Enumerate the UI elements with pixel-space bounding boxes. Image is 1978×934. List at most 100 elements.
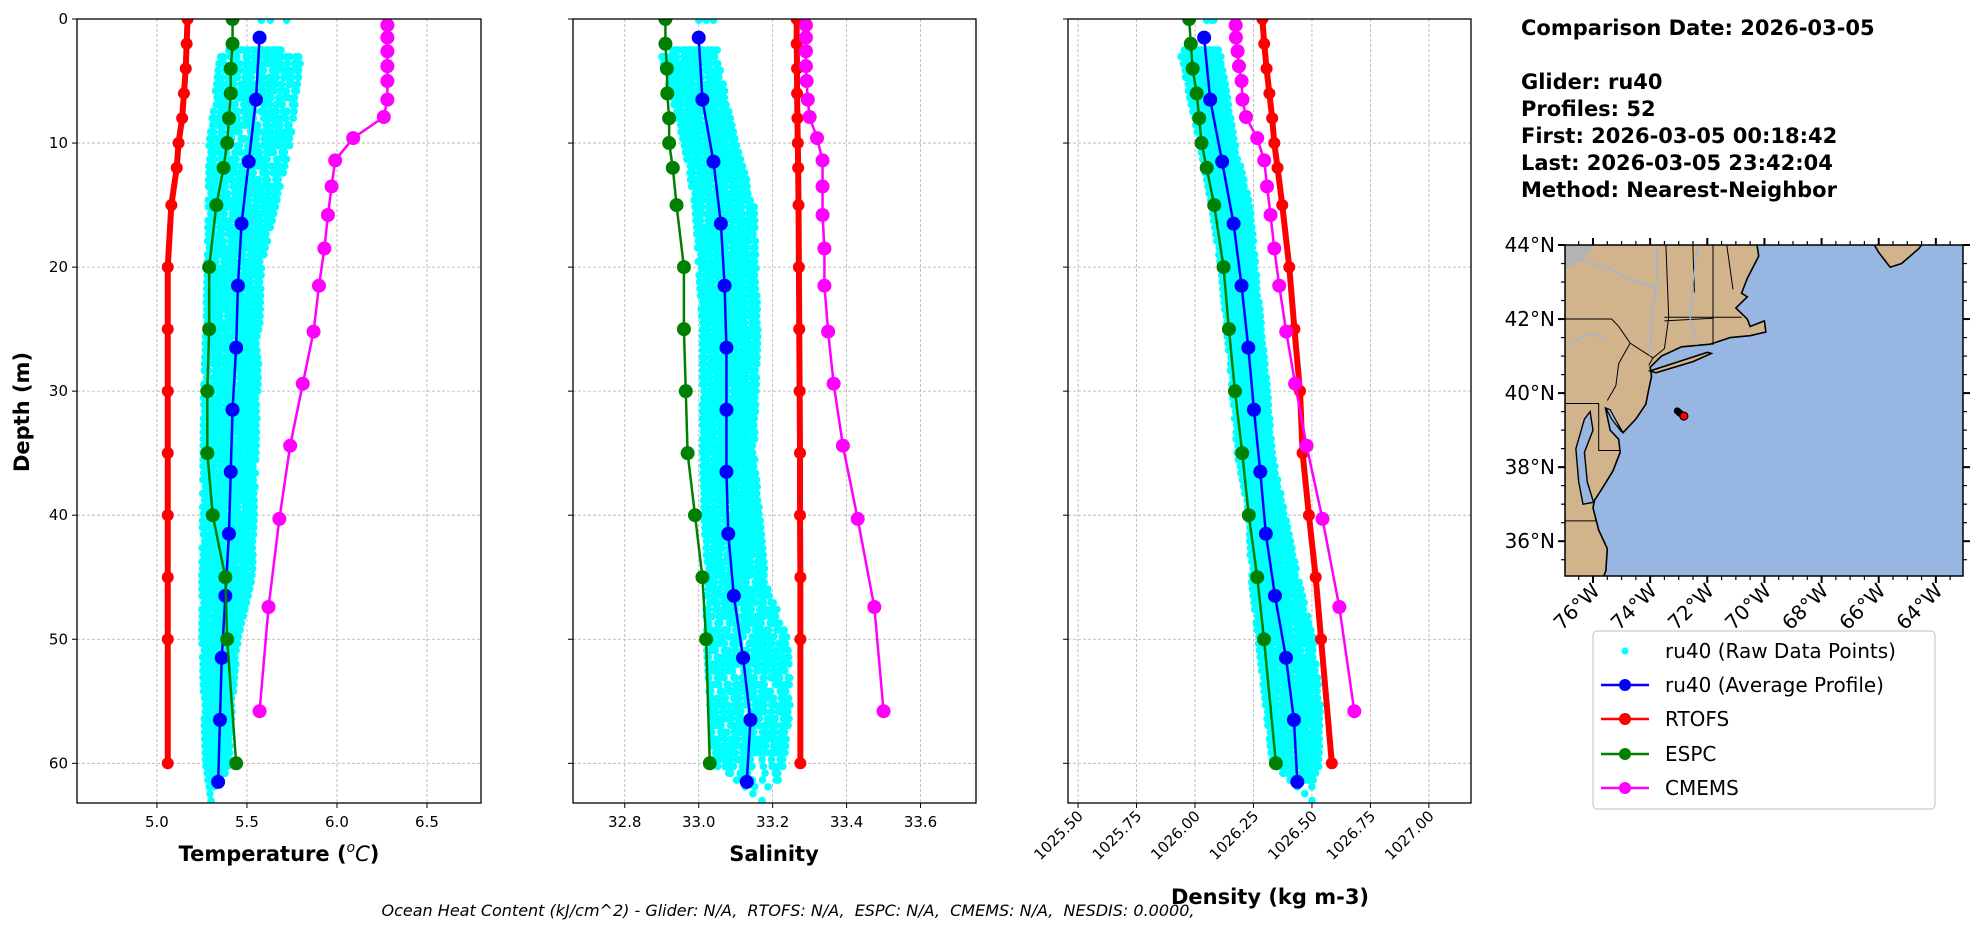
raw-point <box>204 223 212 232</box>
raw-point <box>253 366 262 375</box>
raw-point <box>269 169 278 177</box>
raw-point <box>237 87 246 95</box>
raw-point <box>257 59 266 68</box>
raw-point <box>248 169 257 177</box>
raw-point <box>290 59 299 68</box>
series-marker <box>225 19 240 26</box>
raw-point <box>715 585 724 593</box>
raw-point <box>711 503 719 511</box>
raw-point <box>263 175 272 184</box>
raw-point <box>755 735 764 743</box>
raw-point <box>256 298 265 307</box>
raw-point <box>248 46 256 54</box>
raw-point <box>759 762 768 771</box>
x-tick-label: 5.5 <box>235 813 259 831</box>
raw-point <box>232 592 241 600</box>
raw-point <box>241 121 250 129</box>
raw-point <box>231 53 240 61</box>
series-marker <box>376 110 391 124</box>
raw-point <box>243 53 252 61</box>
raw-point <box>738 673 746 682</box>
series-marker <box>223 61 238 76</box>
raw-point <box>740 735 748 743</box>
raw-point <box>696 114 704 123</box>
raw-point <box>217 128 225 136</box>
raw-point <box>703 544 711 552</box>
raw-point <box>706 598 715 607</box>
raw-point <box>248 571 256 580</box>
raw-point <box>261 230 270 239</box>
series-marker <box>295 376 310 391</box>
raw-point <box>250 312 259 320</box>
raw-point <box>715 721 723 730</box>
raw-point <box>246 107 255 116</box>
raw-point <box>225 305 233 314</box>
raw-point <box>219 216 227 225</box>
raw-point <box>704 373 713 382</box>
raw-point <box>740 762 748 771</box>
raw-point <box>243 530 251 539</box>
raw-point <box>242 598 251 607</box>
raw-point <box>708 305 717 314</box>
raw-point <box>731 564 740 573</box>
raw-point <box>217 435 226 443</box>
raw-point <box>227 203 236 211</box>
raw-point <box>737 387 745 395</box>
raw-point <box>256 291 265 300</box>
raw-point <box>200 523 209 532</box>
raw-point <box>248 462 257 471</box>
raw-point <box>209 578 218 586</box>
raw-point <box>233 141 241 150</box>
series-marker <box>214 650 229 665</box>
raw-point <box>268 182 277 191</box>
raw-point <box>707 175 715 184</box>
raw-point <box>206 789 214 798</box>
raw-point <box>273 196 281 204</box>
raw-point <box>719 687 727 696</box>
raw-point <box>250 503 259 511</box>
raw-point <box>730 421 739 430</box>
series-marker <box>234 216 249 231</box>
raw-point <box>250 510 258 518</box>
raw-point <box>239 612 248 621</box>
raw-point <box>715 694 723 702</box>
raw-point <box>269 80 278 88</box>
raw-point <box>761 748 770 757</box>
raw-point <box>231 73 240 82</box>
raw-point <box>757 701 766 709</box>
raw-point <box>240 319 248 327</box>
salinity-panel: 32.8 33.0 33.2 33.4 33.6 <box>568 18 977 831</box>
raw-point <box>742 551 751 559</box>
raw-point <box>248 476 257 484</box>
raw-point <box>732 469 741 477</box>
raw-point <box>707 278 715 286</box>
raw-point <box>259 128 268 136</box>
raw-point <box>214 325 223 334</box>
raw-point <box>248 189 256 198</box>
raw-point <box>723 680 731 689</box>
raw-point <box>718 455 727 464</box>
raw-point <box>758 796 766 803</box>
raw-point <box>753 667 762 675</box>
raw-point <box>737 755 746 764</box>
series-marker <box>283 438 298 453</box>
raw-point <box>224 455 232 464</box>
raw-point <box>252 428 261 436</box>
raw-point <box>258 237 266 245</box>
raw-point <box>700 380 708 389</box>
raw-point <box>204 557 212 566</box>
raw-point <box>264 121 273 129</box>
raw-point <box>282 19 291 25</box>
raw-point <box>221 510 229 518</box>
raw-point <box>714 626 722 634</box>
raw-point <box>731 735 740 743</box>
series-marker <box>202 322 217 337</box>
raw-point <box>732 346 740 355</box>
raw-point <box>720 735 729 743</box>
raw-point <box>259 73 268 82</box>
raw-point <box>736 708 745 716</box>
raw-point <box>747 605 756 614</box>
series-marker <box>209 198 224 213</box>
raw-point <box>230 516 238 525</box>
x-tick-label: 6.0 <box>325 813 349 831</box>
